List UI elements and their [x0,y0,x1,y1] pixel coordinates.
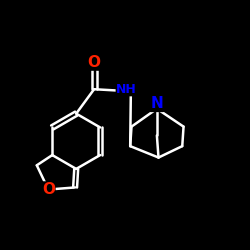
Text: NH: NH [116,83,137,96]
Text: O: O [88,55,101,70]
Text: N: N [150,96,163,111]
Text: O: O [42,182,55,197]
